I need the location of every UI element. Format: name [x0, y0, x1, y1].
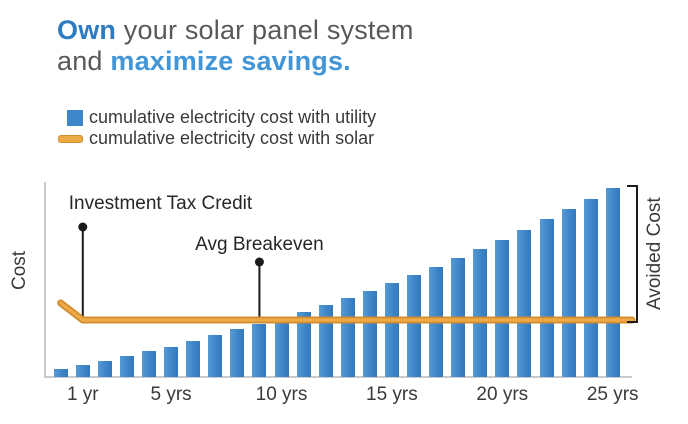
utility-cost-bar [186, 341, 201, 377]
utility-cost-bar [539, 219, 554, 377]
annotation-avg-breakeven: Avg Breakeven [195, 234, 324, 255]
utility-cost-bar [75, 365, 90, 377]
utility-cost-bar [274, 318, 289, 377]
x-axis-tick-label: 1 yr [66, 384, 99, 405]
x-axis-line [44, 376, 632, 378]
title-line2-prefix: and [57, 46, 111, 76]
x-axis-tick-label: 5 yrs [150, 384, 192, 405]
x-axis-tick-label: 25 yrs [586, 384, 639, 405]
page-title: Own your solar panel system and maximize… [57, 15, 414, 77]
utility-cost-bar [296, 312, 311, 377]
y-axis-line [44, 182, 46, 378]
annotation-investment-tax-credit: Investment Tax Credit [68, 193, 253, 214]
utility-cost-bar [53, 369, 68, 377]
utility-cost-bar [230, 329, 245, 377]
utility-series-swatch-icon [67, 109, 83, 126]
title-line-1: Own your solar panel system [57, 15, 414, 46]
utility-cost-bar [142, 351, 156, 377]
legend-solar-label: cumulative electricity cost with solar [89, 128, 375, 148]
x-axis-tick-label: 20 yrs [476, 384, 529, 405]
utility-cost-bar [252, 324, 267, 377]
utility-cost-bar [119, 356, 134, 377]
title-accent-maximize: maximize savings. [110, 46, 351, 76]
legend-item-utility: cumulative electricity cost with utility [57, 107, 376, 128]
chart-legend: cumulative electricity cost with utility… [57, 107, 376, 149]
x-axis-tick-label: 15 yrs [366, 384, 418, 405]
solar-series-swatch-icon [58, 134, 83, 143]
title-accent-own: Own [57, 15, 117, 45]
utility-cost-bar [605, 188, 620, 377]
utility-cost-bar [561, 209, 576, 377]
title-line-2: and maximize savings. [57, 46, 414, 77]
legend-item-solar: cumulative electricity cost with solar [57, 128, 376, 149]
legend-utility-label: cumulative electricity cost with utility [89, 107, 377, 127]
utility-cost-bar [208, 335, 223, 377]
title-line1-rest: your solar panel system [116, 15, 414, 45]
utility-cost-bar [97, 361, 112, 377]
utility-cost-bar [164, 347, 179, 377]
x-axis-tick-label: 10 yrs [255, 384, 308, 405]
utility-cost-bar [583, 199, 598, 377]
